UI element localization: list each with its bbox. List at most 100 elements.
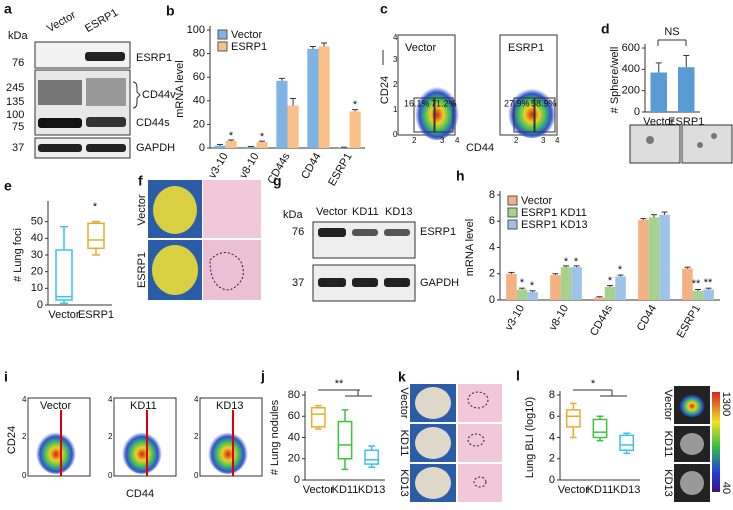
brace (132, 81, 141, 109)
y-tick-label: 60 (288, 410, 300, 422)
y-tick-label: 4 (549, 431, 555, 443)
box (364, 449, 380, 465)
annotation: ** (692, 278, 701, 290)
x-tick-label: ESRP1 (326, 151, 354, 188)
gate-label: 71.2% (431, 98, 457, 108)
box (619, 434, 635, 451)
lung (152, 245, 198, 295)
bar (650, 72, 667, 112)
y-tick-label: 0 (634, 106, 640, 118)
tick-label: 0 (194, 471, 199, 480)
bar (550, 275, 561, 300)
y-tick-label: 8 (489, 189, 495, 201)
marker: 76 (12, 57, 24, 69)
y-axis-label: Lung BLI (log10) (524, 397, 536, 478)
panel-letter: b (166, 3, 175, 19)
gate-label: 58.9% (531, 98, 557, 108)
panel-letter: e (4, 178, 12, 194)
flow-density (36, 430, 76, 474)
panel-letter: g (273, 173, 282, 189)
band-label: ESRP1 (420, 226, 456, 238)
plot-label: Vector (405, 42, 437, 54)
row-label: KD13 (398, 469, 410, 497)
annotation: * (229, 130, 234, 142)
kda-label: kDa (283, 209, 303, 221)
band (86, 117, 126, 127)
lung (415, 427, 451, 459)
panel-letter: i (4, 369, 8, 385)
bar (349, 111, 361, 148)
color-bar (712, 392, 720, 492)
row-label: Vector (136, 194, 148, 226)
kda-label: kDa (8, 30, 28, 42)
bar (256, 142, 268, 148)
bar (214, 145, 226, 148)
marker: 245 (6, 82, 24, 94)
scale-label: 40 (720, 482, 732, 494)
bar (571, 267, 582, 300)
annotation: ** (335, 378, 344, 390)
panel-f: f Vector ESRP1 (136, 173, 261, 300)
y-tick-label: 4 (489, 241, 495, 253)
bar (287, 105, 299, 148)
lane-label: KD11 (352, 206, 379, 218)
y-tick-label: 30 (31, 249, 43, 261)
y-tick-label: 40 (288, 431, 300, 443)
y-tick-label: 20 (193, 118, 205, 130)
gate-label: 16.1% (404, 98, 430, 108)
plot-label: KD11 (130, 400, 157, 412)
tick-label: 3 (440, 136, 445, 145)
band (384, 229, 410, 236)
annotation: * (260, 131, 265, 143)
panel-letter: j (260, 368, 265, 384)
y-tick-label: 100 (187, 24, 205, 36)
band (85, 52, 125, 61)
blot (34, 137, 131, 159)
y-tick-label: 80 (193, 48, 205, 60)
band (86, 144, 126, 152)
band (38, 118, 82, 128)
row-label: Vector (662, 389, 674, 421)
x-tick-label: ESRP1 (668, 116, 704, 128)
annotation: * (591, 378, 596, 390)
marker: 75 (12, 121, 24, 133)
lane-label: Vector (316, 206, 348, 218)
annotation: * (608, 275, 613, 287)
scale-label: 1300 (720, 392, 732, 416)
panel-g: g kDa Vector KD11 KD13 76 37 ESRP1 GAPDH (273, 173, 459, 302)
panel-letter: k (398, 369, 406, 385)
bar (318, 46, 330, 148)
x-axis-label: CD44 (126, 488, 154, 500)
y-axis-label: # Lung nodules (269, 399, 281, 475)
lane-label: KD13 (385, 206, 413, 218)
tick-label: 4 (455, 136, 460, 145)
x-tick-label: CD44 (635, 303, 659, 333)
bar (307, 48, 319, 148)
band (86, 78, 126, 106)
y-tick-label: 0 (37, 299, 43, 311)
x-tick-label: v8-10 (237, 151, 261, 181)
bar (225, 140, 237, 148)
x-tick-label: CD44 (299, 151, 323, 181)
bar (276, 80, 288, 148)
y-tick-label: 60 (193, 71, 205, 83)
y-tick-label: 6 (549, 410, 555, 422)
legend-label: ESRP1 KD13 (521, 219, 588, 231)
annotation: ** (704, 277, 713, 289)
y-axis-label: # Lung foci (12, 228, 24, 282)
panel-letter: f (138, 173, 143, 189)
x-axis-label: CD44 (466, 142, 494, 154)
bar (682, 268, 693, 300)
x-tick-label: v8-10 (547, 303, 571, 333)
y-tick-label: 50 (31, 216, 43, 228)
tick-label: 1 (393, 105, 398, 114)
x-tick-label: v3-10 (206, 151, 230, 181)
marker: 37 (12, 142, 24, 154)
bar (527, 292, 538, 300)
box (87, 222, 105, 250)
tick-label: 4 (108, 395, 113, 404)
panel-letter: h (456, 168, 465, 184)
band-label: GAPDH (136, 142, 175, 154)
tick-label: 3 (541, 136, 546, 145)
